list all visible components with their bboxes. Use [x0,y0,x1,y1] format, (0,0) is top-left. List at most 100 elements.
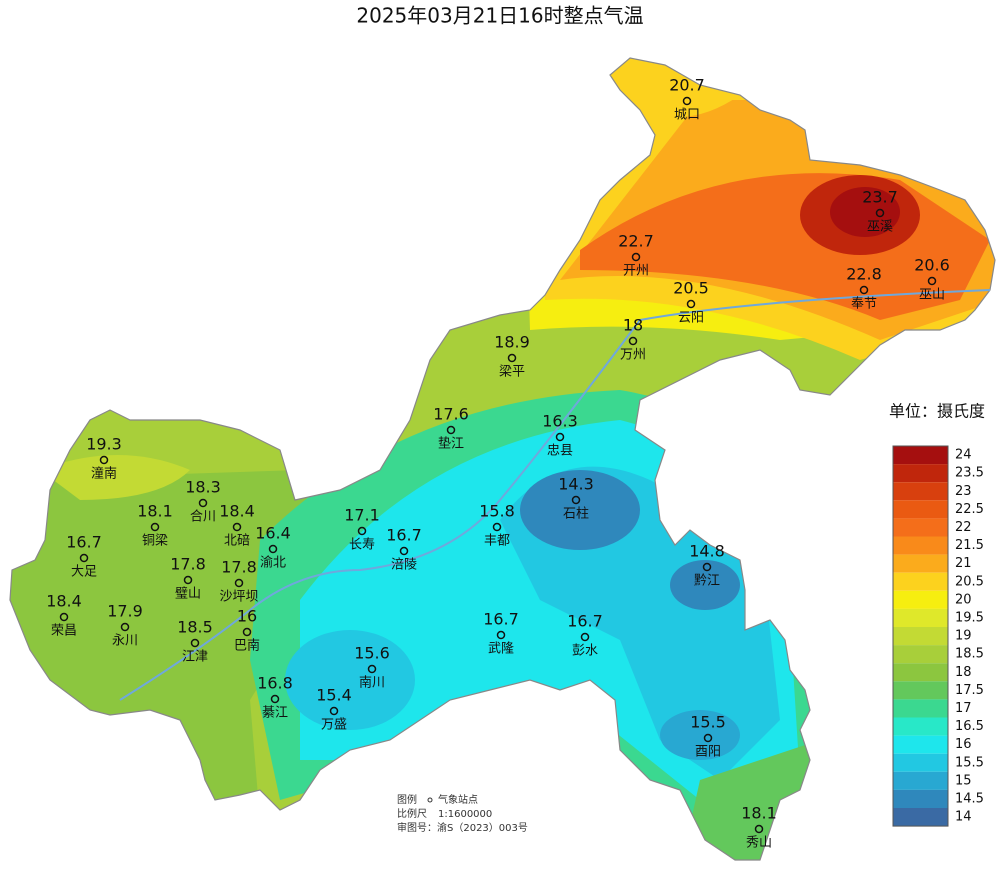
legend-swatch [893,753,948,772]
station-value: 16.7 [567,612,603,631]
footer-scale: 1:1600000 [438,809,492,820]
station-name: 铜梁 [142,534,168,549]
station-marker [496,630,506,640]
legend-label: 16 [955,737,972,752]
station-value: 16.3 [542,412,578,431]
station-name: 江津 [182,650,208,665]
legend-label: 22 [955,520,972,535]
legend-swatch [893,808,948,827]
station-name: 合川 [190,510,216,525]
station-marker [99,455,109,465]
station-value: 15.8 [479,502,515,521]
station-marker [268,544,278,554]
station-marker [183,575,193,585]
legend-label: 18 [955,665,972,680]
station-marker [367,664,377,674]
station-name: 璧山 [175,586,201,602]
station-value: 18 [623,316,643,335]
station-value: 18.1 [137,502,173,521]
station-name: 潼南 [91,466,117,482]
legend-label: 19.5 [955,610,984,625]
station-name: 荣昌 [51,624,77,639]
legend-swatch [893,482,948,501]
station-value: 15.5 [690,713,726,732]
station-name: 黔江 [694,574,720,589]
station-marker [927,276,937,286]
station-marker [234,578,244,588]
legend-swatch [893,518,948,537]
legend-frame [892,445,949,827]
station-value: 16.8 [257,674,293,693]
station-marker [357,526,367,536]
station-value: 17.6 [433,405,469,424]
station-name: 奉节 [851,297,877,312]
legend: 单位：摄氏度 24 23.5 23 22.5 22 21.5 21 20.5 20 19.5 19 1… [889,402,985,827]
legend-swatch [893,681,948,700]
station-marker [754,824,764,834]
station-name: 秀山 [746,836,772,851]
footer-legend: 图例 [397,793,417,806]
legend-swatch [893,699,948,718]
legend-label: 15.5 [955,755,984,770]
station-marker [703,733,713,743]
station-name: 丰都 [484,534,510,549]
station-value: 17.9 [107,602,143,621]
station-value: 18.4 [46,592,82,611]
legend-label: 23 [955,484,972,499]
station-value: 17.8 [170,555,206,574]
footer-approval: 审图号：渝S（2023）003号 [397,821,528,834]
station-value: 15.4 [316,686,352,705]
station-marker [446,425,456,435]
station-name: 石柱 [563,507,589,522]
station-name: 城口 [674,108,700,123]
station-marker [120,622,130,632]
legend-label: 23.5 [955,466,984,481]
station-value: 22.8 [846,265,882,284]
legend-label: 24 [955,448,972,463]
station-marker [232,522,242,532]
footer-scale-label: 比例尺 [397,807,427,820]
station-value: 17.8 [221,558,257,577]
station-name: 梁平 [499,365,525,380]
legend-swatch [893,500,948,519]
station-name: 开州 [623,264,649,279]
footer: 图例 气象站点 比例尺 1:1600000 审图号：渝S（2023）003号 [397,793,528,834]
legend-label: 20.5 [955,574,984,589]
station-marker [59,612,69,622]
station-value: 18.5 [177,618,213,637]
station-marker [686,299,696,309]
station-value: 20.7 [669,76,705,95]
legend-label: 16.5 [955,719,984,734]
station-value: 14.3 [558,475,594,494]
legend-swatch [893,464,948,483]
legend-label: 15 [955,773,972,788]
station-marker [79,553,89,563]
station-marker [859,285,869,295]
legend-swatch [893,554,948,573]
legend-label: 17.5 [955,683,984,698]
station-marker [702,562,712,572]
station-value: 16.7 [66,533,102,552]
legend-label: 20 [955,592,972,607]
station-name: 武隆 [488,642,514,657]
station-value: 15.6 [354,644,390,663]
station-value: 16.4 [255,524,291,543]
station-marker [242,627,252,637]
station-name: 北碚 [224,534,250,549]
map-title: 2025年03月21日16时整点气温 [356,4,643,28]
station-name: 涪陵 [391,558,417,573]
station-name: 巫山 [919,288,945,303]
station-value: 18.4 [219,502,255,521]
river [119,289,991,701]
legend-swatch [893,608,948,627]
station-value: 18.3 [185,478,221,497]
station-name: 綦江 [262,706,288,721]
station-marker [580,632,590,642]
footer-dot [427,797,433,803]
station-value: 20.5 [673,279,709,298]
station-name: 巴南 [234,638,260,654]
legend-swatch [893,590,948,609]
station-marker [631,252,641,262]
station-marker [270,694,280,704]
